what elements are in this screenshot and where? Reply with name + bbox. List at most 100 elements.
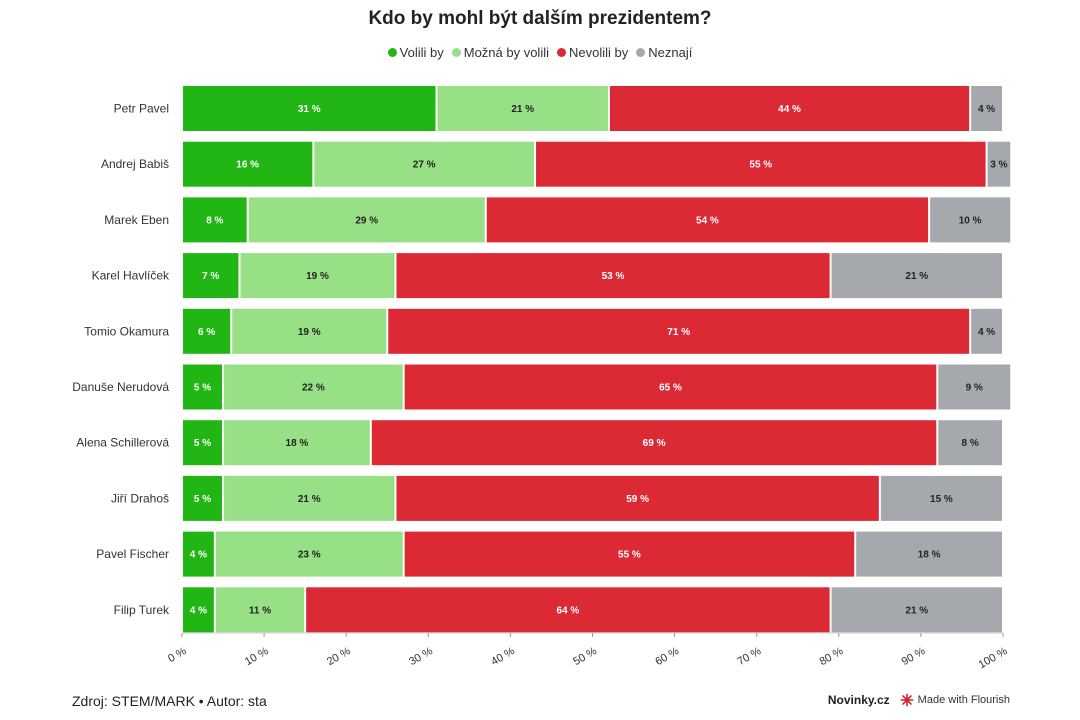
- x-tick-label: 80 %: [818, 645, 846, 668]
- bar-segment[interactable]: [371, 420, 937, 466]
- bar-segment[interactable]: [856, 531, 1002, 577]
- data-label: 19 %: [298, 327, 321, 338]
- bar-segment[interactable]: [831, 253, 1002, 299]
- data-label: 4 %: [190, 605, 207, 616]
- data-label: 64 %: [556, 605, 579, 616]
- category-label: Filip Turek: [114, 603, 170, 617]
- data-label: 3 %: [990, 160, 1007, 171]
- bar-segment[interactable]: [314, 141, 535, 187]
- data-label: 21 %: [511, 104, 534, 115]
- data-label: 21 %: [298, 494, 321, 505]
- legend-swatch: [636, 48, 646, 57]
- bar-segment[interactable]: [987, 141, 1011, 187]
- bar-segment[interactable]: [183, 364, 223, 410]
- legend-label: Nevolili by: [569, 45, 629, 60]
- brand-name[interactable]: Novinky.cz: [827, 693, 890, 707]
- data-label: 10 %: [959, 215, 982, 226]
- bar-segment[interactable]: [232, 308, 387, 354]
- bar-segment[interactable]: [183, 420, 223, 466]
- bar-segment[interactable]: [183, 197, 247, 243]
- bar-segment[interactable]: [404, 531, 855, 577]
- bar-segment[interactable]: [215, 531, 403, 577]
- x-tick-label: 20 %: [325, 645, 353, 668]
- x-tick-label: 50 %: [571, 645, 599, 668]
- bar-segment[interactable]: [224, 420, 370, 466]
- data-label: 69 %: [643, 438, 666, 449]
- bar-segment[interactable]: [183, 253, 239, 299]
- x-tick-label: 60 %: [653, 645, 681, 668]
- x-tick-label: 100 %: [976, 645, 1009, 671]
- flourish-logo-icon: [900, 693, 914, 707]
- bar-segment[interactable]: [831, 587, 1002, 633]
- x-tick-label: 40 %: [489, 645, 517, 668]
- bar-segment[interactable]: [880, 475, 1002, 521]
- footer-brand[interactable]: Novinky.cz Made with Flourish: [828, 693, 1010, 707]
- data-label: 11 %: [249, 605, 271, 616]
- legend-label: Volili by: [399, 45, 444, 60]
- bar-segment[interactable]: [486, 197, 929, 243]
- bar-segment[interactable]: [396, 253, 830, 299]
- bar-segment[interactable]: [183, 308, 231, 354]
- bar-segment[interactable]: [396, 475, 879, 521]
- category-label: Andrej Babiš: [101, 157, 169, 171]
- bar-segment[interactable]: [938, 364, 1011, 410]
- legend-swatch: [557, 48, 566, 57]
- chart-legend: Volili by Možná by volili Nevolili by Nezna…: [0, 45, 1080, 60]
- data-label: 8 %: [206, 215, 223, 226]
- data-label: 55 %: [749, 160, 772, 171]
- data-label: 27 %: [413, 160, 436, 171]
- bar-segment[interactable]: [971, 308, 1002, 354]
- category-label: Marek Eben: [104, 213, 169, 227]
- category-label: Pavel Fischer: [96, 547, 169, 561]
- bar-segment[interactable]: [183, 531, 214, 577]
- chart-title: Kdo by mohl být dalším prezidentem?: [368, 8, 712, 29]
- bar-segment[interactable]: [183, 475, 223, 521]
- bar-segment[interactable]: [536, 141, 986, 187]
- made-with-flourish[interactable]: Made with Flourish: [917, 694, 1010, 706]
- bar-segment[interactable]: [437, 86, 608, 131]
- bar-segment[interactable]: [240, 253, 395, 299]
- data-label: 7 %: [202, 271, 219, 282]
- legend-swatch: [451, 48, 461, 57]
- bar-segment[interactable]: [215, 587, 305, 633]
- data-label: 15 %: [930, 494, 953, 505]
- data-label: 16 %: [236, 160, 259, 171]
- x-tick-label: 90 %: [900, 645, 928, 668]
- data-label: 53 %: [602, 271, 625, 282]
- data-label: 5 %: [194, 438, 211, 449]
- data-label: 4 %: [190, 550, 207, 561]
- bar-segment[interactable]: [388, 308, 970, 354]
- data-label: 54 %: [696, 215, 719, 226]
- bar-segment[interactable]: [183, 86, 436, 131]
- bar-segment[interactable]: [609, 86, 970, 131]
- bar-segment[interactable]: [404, 364, 937, 410]
- legend-item[interactable]: Nevolili by: [557, 45, 628, 60]
- legend-item[interactable]: Neznají: [636, 45, 692, 60]
- bar-segment[interactable]: [224, 475, 395, 521]
- data-label: 6 %: [198, 327, 215, 338]
- bar-segment[interactable]: [248, 197, 485, 243]
- bar-segment[interactable]: [930, 197, 1011, 243]
- data-label: 9 %: [966, 383, 983, 394]
- data-label: 21 %: [905, 271, 928, 282]
- stacked-bar-chart: Petr Pavel 31 % 21 % 44 % 4 % Andrej Babiš 16 …: [72, 86, 1011, 671]
- legend-item[interactable]: Volili by: [387, 45, 444, 60]
- legend-item[interactable]: Možná by volili: [451, 45, 549, 60]
- bar-segment[interactable]: [183, 141, 313, 187]
- data-label: 18 %: [286, 438, 309, 449]
- source-credit: Zdroj: STEM/MARK • Autor: sta: [72, 693, 267, 709]
- category-label: Jiří Drahoš: [111, 491, 169, 505]
- bar-segment[interactable]: [183, 587, 214, 633]
- bar-segment[interactable]: [306, 587, 830, 633]
- data-label: 44 %: [778, 104, 801, 115]
- data-label: 31 %: [298, 104, 321, 115]
- category-label: Karel Havlíček: [92, 269, 170, 283]
- x-tick-label: 0 %: [166, 645, 189, 665]
- category-label: Petr Pavel: [114, 102, 169, 116]
- bar-segment[interactable]: [938, 420, 1002, 466]
- category-label: Danuše Nerudová: [72, 380, 169, 394]
- data-label: 4 %: [978, 327, 995, 338]
- bar-segment[interactable]: [971, 86, 1002, 131]
- x-tick-label: 10 %: [243, 645, 271, 668]
- bar-segment[interactable]: [224, 364, 403, 410]
